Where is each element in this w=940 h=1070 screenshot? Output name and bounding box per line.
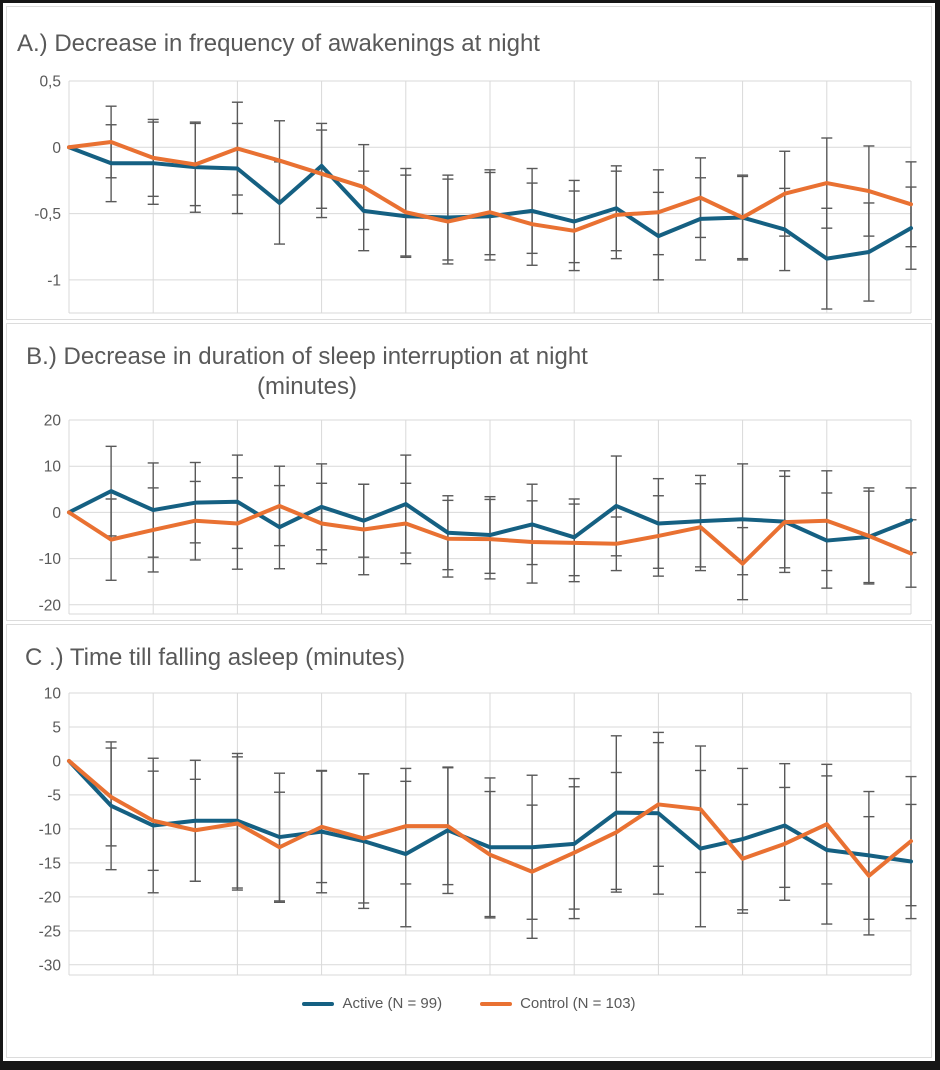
active-line-swatch [302,1001,335,1006]
svg-text:0,5: 0,5 [39,74,61,91]
svg-text:-15: -15 [39,855,61,872]
svg-text:0: 0 [52,753,61,770]
chart-b-plot: 20 10 0 -10 -20 [39,413,917,615]
svg-text:20: 20 [44,413,62,430]
svg-text:0: 0 [52,505,61,522]
legend-item-active: Active (N = 99) [302,995,442,1012]
chart-panel-a: A.) Decrease in frequency of awakenings … [6,6,932,320]
control-line-swatch [480,1001,513,1006]
chart-a-plot: 0,5 0 -0,5 -1 [34,74,917,314]
chart-b-title-line2: (minutes) [256,373,358,400]
svg-text:5: 5 [52,719,61,736]
svg-text:-0,5: -0,5 [34,206,61,223]
legend-label-control: Control (N = 103) [520,995,636,1012]
svg-text:-1: -1 [47,272,61,289]
chart-c-title: C .) Time till falling asleep (minutes) [25,644,406,671]
legend: Active (N = 99) Control (N = 103) [7,995,931,1012]
svg-text:10: 10 [44,686,62,703]
svg-text:-10: -10 [39,551,62,568]
svg-text:-25: -25 [39,923,61,940]
svg-text:10: 10 [44,459,62,476]
svg-text:-20: -20 [39,597,62,614]
chart-b-title-line1: B.) Decrease in duration of sleep interr… [26,343,588,370]
chart-c-plot: 10 5 0 -5 -10 -15 -20 -25 -30 [39,686,917,976]
chart-panel-c: C .) Time till falling asleep (minutes) … [6,624,932,1058]
legend-item-control: Control (N = 103) [480,995,636,1012]
chart-panel-b: B.) Decrease in duration of sleep interr… [6,323,932,621]
svg-text:-5: -5 [47,787,61,804]
chart-a-title: A.) Decrease in frequency of awakenings … [17,30,540,57]
svg-text:0: 0 [52,140,61,157]
legend-label-active: Active (N = 99) [342,995,443,1012]
svg-text:-20: -20 [39,889,62,906]
svg-text:-30: -30 [39,957,62,974]
svg-text:-10: -10 [39,821,62,838]
